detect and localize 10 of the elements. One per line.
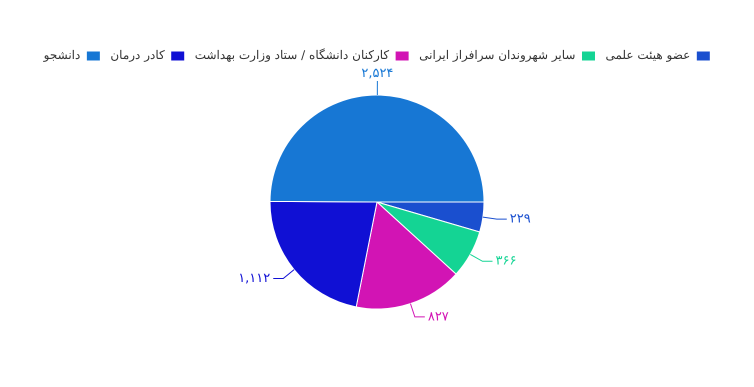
data-label: ۳۶۶ (495, 254, 516, 269)
data-label: ۸۲۷ (428, 309, 449, 324)
legend-label: سایر شهروندان سرافراز ایرانی (419, 48, 576, 62)
legend-label: کارکنان دانشگاه / ستاد وزارت بهداشت (194, 48, 390, 62)
data-label: ۲,۵۲۴ (361, 66, 394, 81)
data-label: ۱,۱۱۲ (238, 270, 270, 286)
legend-label: کادر درمان (110, 48, 165, 62)
legend-label: عضو هیئت علمی (605, 48, 690, 62)
data-label: ۲۲۹ (510, 212, 531, 227)
legend-label: دانشجو (42, 48, 80, 62)
